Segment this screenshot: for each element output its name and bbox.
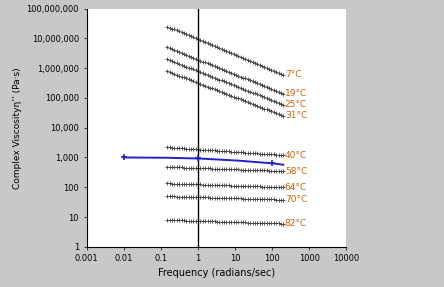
Text: 40°C: 40°C: [285, 151, 307, 160]
X-axis label: Frequency (radians/sec): Frequency (radians/sec): [158, 267, 275, 278]
Text: 7°C: 7°C: [285, 70, 301, 79]
Text: 82°C: 82°C: [285, 219, 307, 228]
Text: 64°C: 64°C: [285, 183, 307, 192]
Text: 58°C: 58°C: [285, 166, 307, 176]
Text: 19°C: 19°C: [285, 89, 307, 98]
Text: 70°C: 70°C: [285, 195, 307, 204]
Text: 25°C: 25°C: [285, 100, 307, 109]
Text: 31°C: 31°C: [285, 111, 307, 120]
Y-axis label: Complex Viscosityη’’ (Pa·s): Complex Viscosityη’’ (Pa·s): [13, 67, 22, 189]
